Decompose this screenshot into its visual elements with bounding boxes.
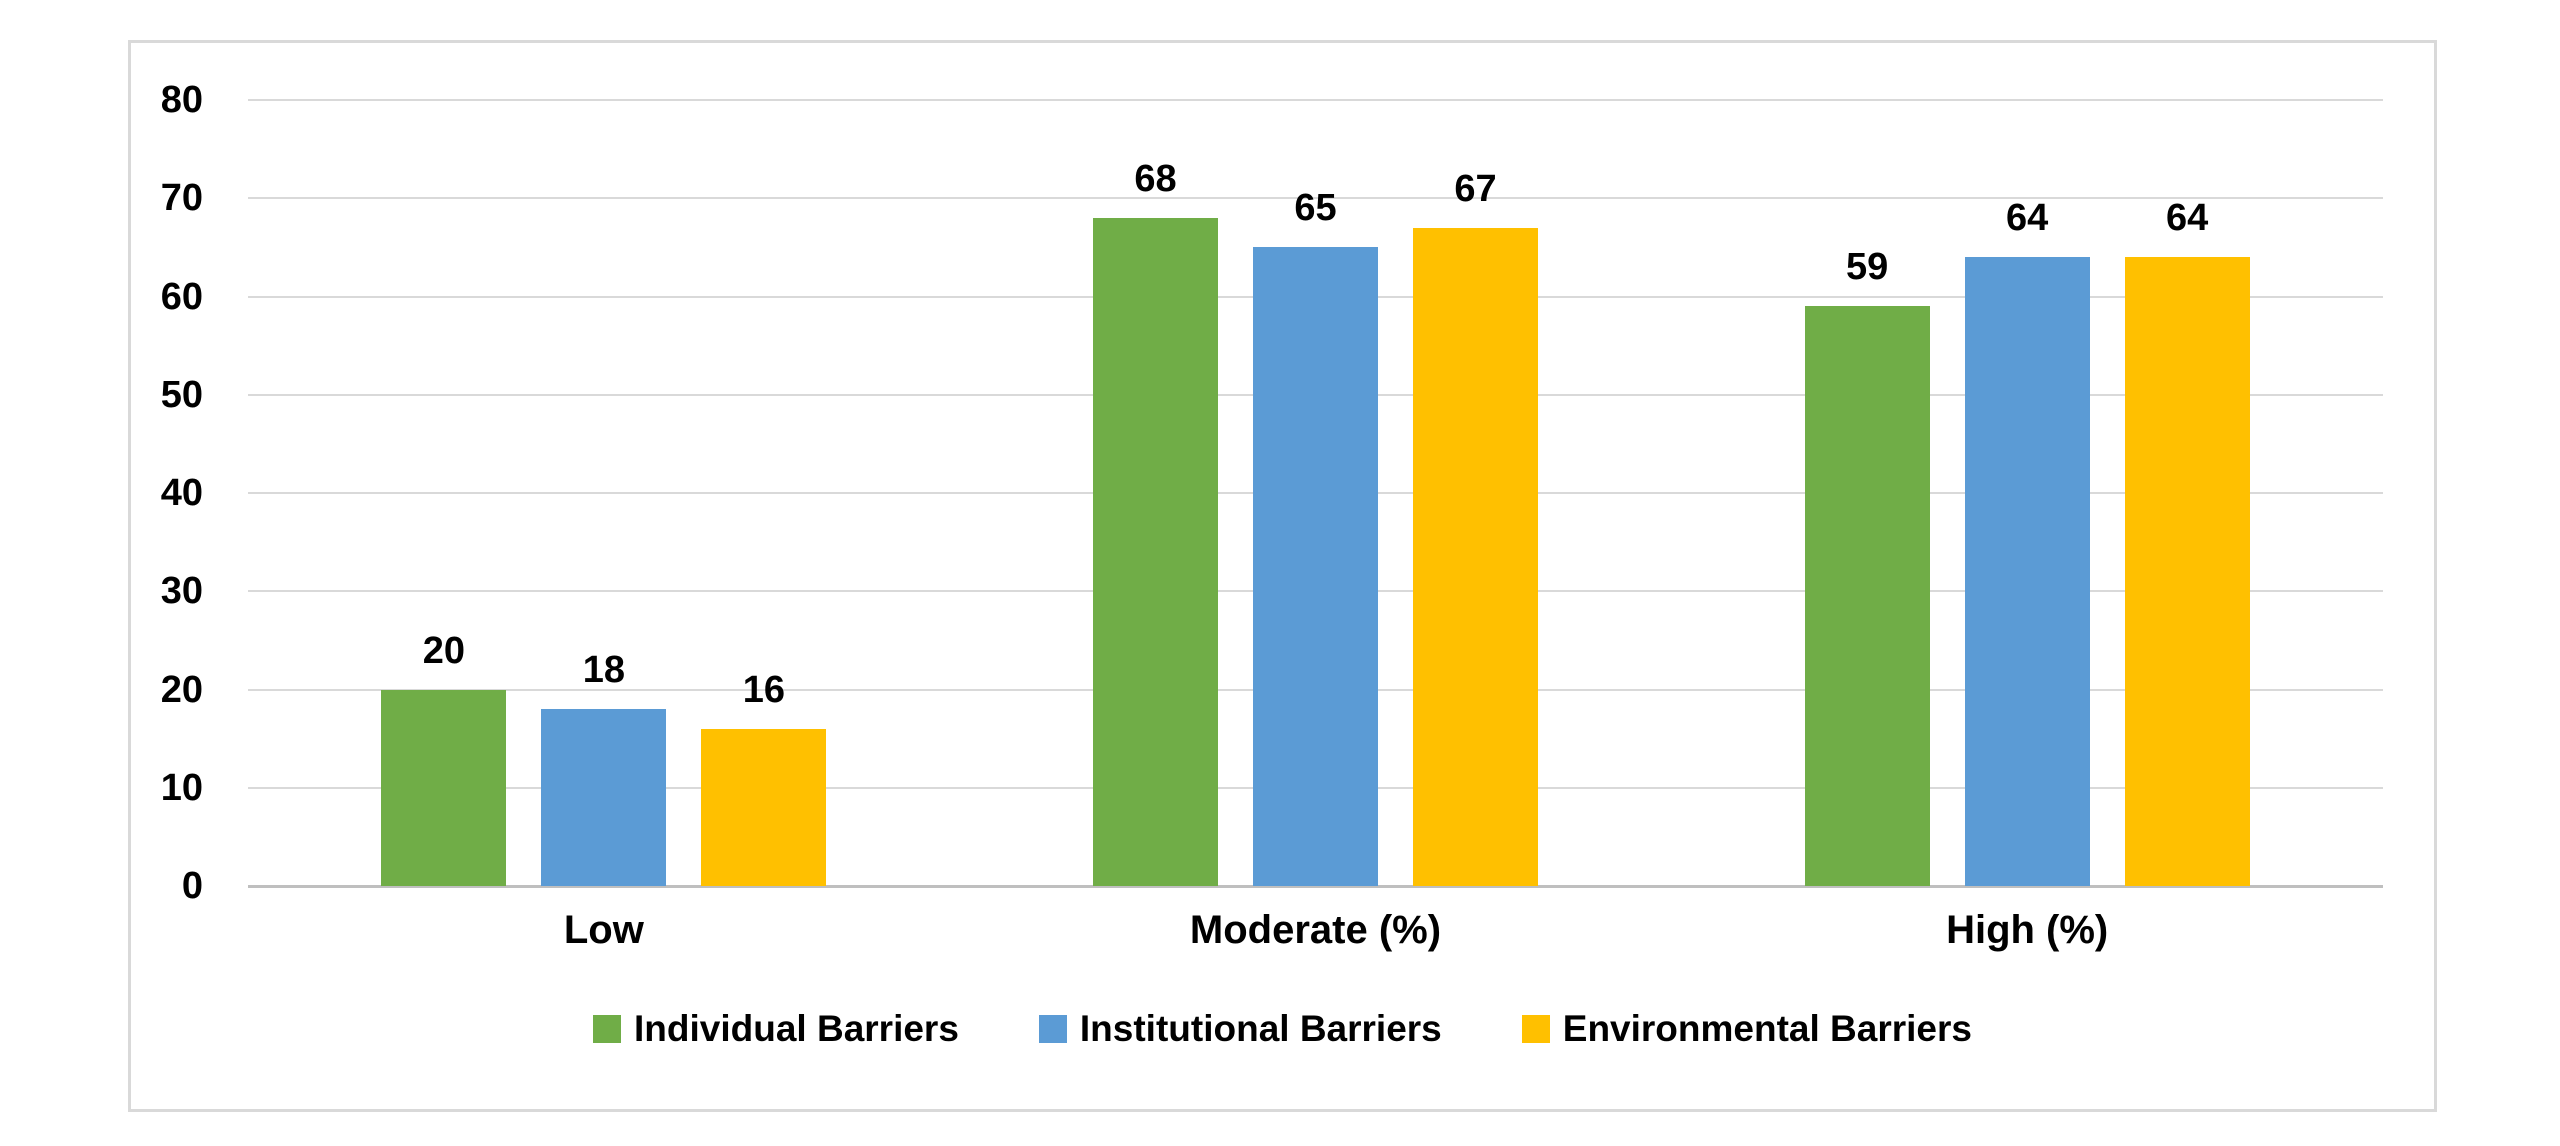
y-tick-label: 0 <box>181 865 203 907</box>
legend-swatch-icon <box>1521 1015 1550 1043</box>
bar-value-label: 59 <box>1846 246 1889 289</box>
legend-item: Institutional Barriers <box>1038 1008 1442 1050</box>
bar-value-label: 65 <box>1294 187 1337 230</box>
y-tick-label: 20 <box>160 668 203 711</box>
chart-frame: 20 18 16 68 65 67 59 64 64 0 10 20 30 40 50 60 70 80 Low… <box>128 40 2437 1112</box>
x-axis-line <box>248 885 2383 888</box>
bar <box>1964 257 2090 886</box>
gridline <box>248 197 2383 200</box>
y-tick-label: 50 <box>160 373 203 416</box>
bar <box>1093 217 1218 886</box>
gridline <box>248 99 2383 101</box>
category-label: High (%) <box>1946 908 2109 952</box>
bar <box>381 689 507 886</box>
y-tick-label: 80 <box>160 79 203 121</box>
y-tick-label: 70 <box>160 177 203 220</box>
legend-label: Environmental Barriers <box>1562 1008 1972 1049</box>
bar-value-label: 64 <box>2166 197 2209 240</box>
bar-value-label: 20 <box>422 629 465 672</box>
legend-label: Individual Barriers <box>634 1008 959 1049</box>
legend-swatch-icon <box>593 1015 622 1043</box>
category-label: Moderate (%) <box>1189 908 1442 952</box>
y-tick-label: 40 <box>160 472 203 514</box>
bar <box>2124 257 2250 886</box>
bar <box>541 709 667 886</box>
y-tick-label: 10 <box>160 766 203 809</box>
bar <box>1253 247 1378 886</box>
bar-value-label: 16 <box>742 668 785 711</box>
legend-item: Environmental Barriers <box>1521 1008 1972 1050</box>
bar <box>701 728 827 886</box>
bar <box>1413 227 1538 886</box>
plot-area: 20 18 16 68 65 67 59 64 64 <box>248 99 2383 888</box>
y-tick-label: 30 <box>160 570 203 613</box>
y-tick-label: 60 <box>160 275 203 318</box>
bar-value-label: 68 <box>1134 157 1177 200</box>
bar <box>1804 306 1930 886</box>
legend-swatch-icon <box>1038 1015 1067 1043</box>
bar-value-label: 18 <box>582 649 625 692</box>
category-label: Low <box>563 908 644 952</box>
legend-item: Individual Barriers <box>593 1008 959 1050</box>
legend: Individual Barriers Institutional Barrier… <box>131 1008 2434 1050</box>
bar-value-label: 64 <box>2006 197 2049 240</box>
legend-label: Institutional Barriers <box>1079 1008 1442 1049</box>
bar-value-label: 67 <box>1454 167 1497 210</box>
